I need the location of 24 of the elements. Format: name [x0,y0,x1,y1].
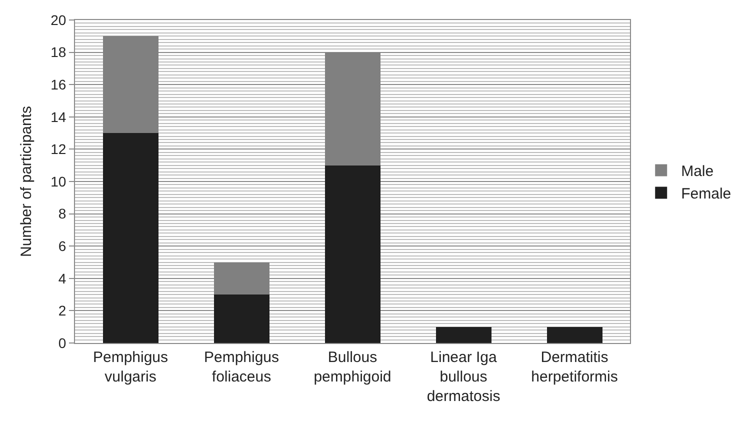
x-tick-label: Pemphigus foliaceus [204,349,280,386]
y-tick-label: 12 [50,141,66,158]
x-tick-label: Linear Iga bullous dermatosis [426,349,500,405]
y-tick-label: 4 [58,270,66,286]
y-tick-label: 18 [50,44,66,60]
y-tick-label: 2 [58,302,66,319]
y-tick-label: 10 [50,173,66,190]
bar [214,294,270,343]
x-tick-label: Bullous pemphigoid [314,349,392,386]
bar [436,326,492,343]
y-tick-label: 16 [50,76,66,92]
y-tick-label: 14 [50,108,66,125]
x-tick-label: Dermatitis herpetiformis [531,349,618,386]
y-tick-label: 6 [58,238,66,254]
bar [102,133,158,343]
y-axis-title: Number of participants [18,106,35,257]
bar [546,326,602,343]
y-tick-label: 20 [50,12,66,28]
bar [324,165,380,343]
x-tick-label: Pemphigus vulgaris [92,349,168,386]
legend-label: Male [681,163,714,180]
y-tick-label: 0 [58,334,66,351]
y-tick-label: 8 [58,206,66,222]
legend-label: Female [681,186,732,203]
